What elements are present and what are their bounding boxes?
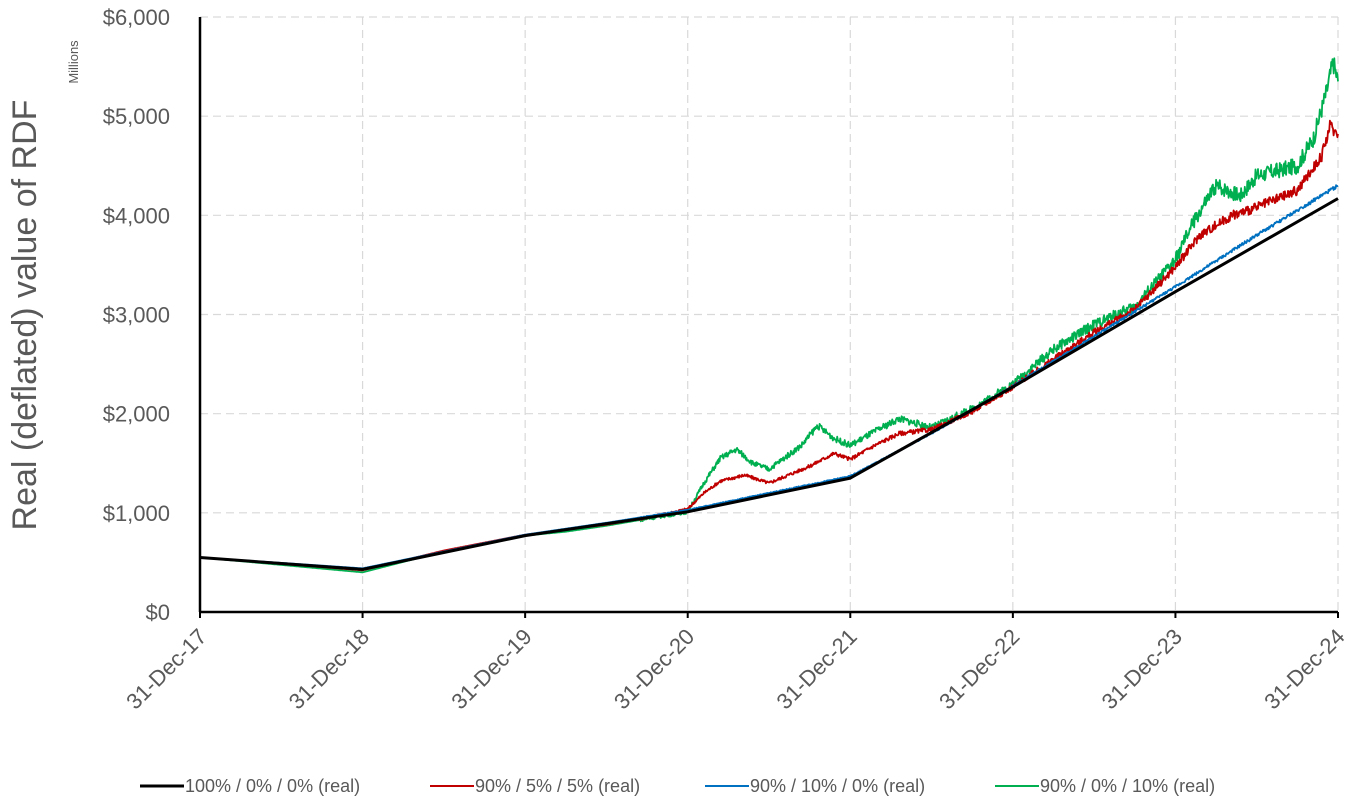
legend: 100% / 0% / 0% (real) 90% / 5% / 5% (real…: [140, 776, 1215, 796]
y-tick-label: $2,000: [103, 402, 170, 427]
y-tick-label: $6,000: [103, 5, 170, 30]
series-line-2: [199, 184, 1339, 570]
y-axis-label: Real (deflated) value of RDF: [6, 100, 44, 531]
series-line-0: [199, 197, 1339, 571]
x-tick-labels: 31-Dec-17 31-Dec-18 31-Dec-19 31-Dec-20 31-D…: [121, 624, 1349, 714]
y-units-label: Millions: [66, 40, 81, 84]
axes: [198, 17, 1339, 618]
legend-entry: 90% / 0% / 10% (real): [1040, 776, 1215, 796]
y-tick-label: $0: [146, 600, 170, 625]
legend-entry: 100% / 0% / 0% (real): [185, 776, 360, 796]
y-tick-labels: $0 $1,000 $2,000 $3,000 $4,000 $5,000 $6,000: [103, 5, 170, 625]
y-tick-label: $5,000: [103, 104, 170, 129]
x-tick-label: 31-Dec-23: [1097, 624, 1187, 714]
y-tick-label: $4,000: [103, 203, 170, 228]
x-tick-label: 31-Dec-20: [609, 624, 699, 714]
gridlines: [200, 16, 1339, 612]
series-line-1: [199, 119, 1339, 572]
series-lines: [199, 57, 1339, 574]
legend-entry: 90% / 10% / 0% (real): [750, 776, 925, 796]
legend-entry: 90% / 5% / 5% (real): [475, 776, 640, 796]
x-tick-label: 31-Dec-19: [446, 624, 536, 714]
x-tick-label: 31-Dec-24: [1259, 624, 1349, 714]
y-tick-label: $3,000: [103, 303, 170, 328]
x-tick-label: 31-Dec-18: [284, 624, 374, 714]
x-tick-label: 31-Dec-17: [121, 624, 211, 714]
x-tick-label: 31-Dec-22: [934, 624, 1024, 714]
x-tick-label: 31-Dec-21: [772, 624, 862, 714]
y-tick-label: $1,000: [103, 501, 170, 526]
